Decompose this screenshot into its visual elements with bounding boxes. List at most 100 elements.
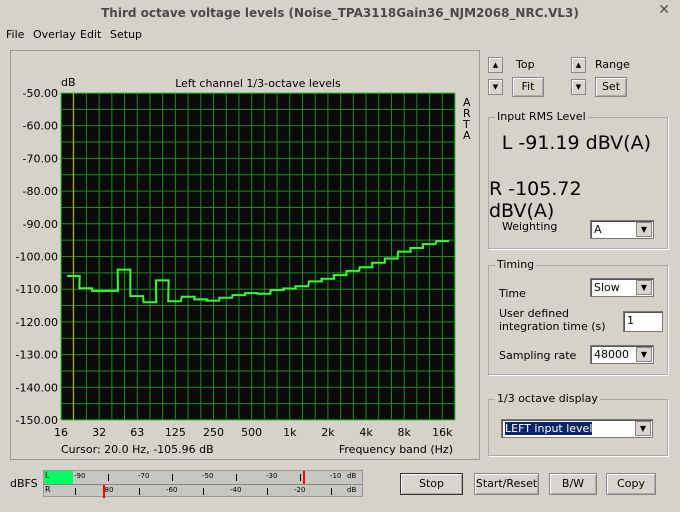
dbfs-label: dBFS bbox=[10, 477, 38, 490]
sampling-rate-select[interactable]: 48000 ▼ bbox=[590, 345, 654, 364]
chart-panel: -50.00 -60.00 -70.00 -80.00 -90.00 -100.00 -11… bbox=[10, 50, 480, 460]
input-rms-group: Input RMS Level L -91.19 dBV(A) R -105.7… bbox=[488, 110, 668, 249]
meter-r-unit: dB bbox=[347, 486, 357, 494]
level-series-line bbox=[66, 240, 450, 304]
x-tick-label: 63 bbox=[130, 426, 144, 439]
menu-edit[interactable]: Edit bbox=[80, 28, 102, 41]
cursor-readout: Cursor: 20.0 Hz, -105.96 dB bbox=[61, 443, 214, 456]
set-button[interactable]: Set bbox=[595, 77, 627, 97]
time-label: Time bbox=[499, 287, 526, 300]
range-up-button[interactable]: ▲ bbox=[571, 57, 586, 73]
integration-input[interactable]: 1 bbox=[623, 311, 663, 332]
input-rms-title: Input RMS Level bbox=[495, 110, 588, 123]
chart-title: Left channel 1/3-octave levels bbox=[175, 77, 341, 90]
x-tick-label: 4k bbox=[359, 426, 373, 439]
copy-button[interactable]: Copy bbox=[606, 473, 656, 495]
chevron-down-icon: ▼ bbox=[636, 347, 652, 362]
x-tick-label: 2k bbox=[321, 426, 335, 439]
y-tick-label: -70.00 bbox=[23, 152, 58, 165]
meter-tick bbox=[236, 474, 237, 481]
right-peak-marker bbox=[103, 485, 105, 498]
meter-tick bbox=[331, 488, 332, 495]
chart[interactable]: -50.00 -60.00 -70.00 -80.00 -90.00 -100.00 -11… bbox=[11, 51, 481, 461]
fit-button[interactable]: Fit bbox=[512, 77, 544, 97]
arta-watermark-letter: A bbox=[463, 129, 471, 142]
time-value: Slow bbox=[594, 281, 620, 294]
bw-button[interactable]: B/W bbox=[549, 473, 597, 495]
y-tick-label: -90.00 bbox=[23, 218, 58, 231]
meter-tick bbox=[108, 474, 109, 481]
meter-r-tick-label: -80 bbox=[102, 486, 114, 494]
top-up-button[interactable]: ▲ bbox=[488, 57, 503, 73]
arta-watermark-letter: R bbox=[463, 107, 471, 120]
x-axis-label: Frequency band (Hz) bbox=[339, 443, 453, 456]
x-tick-label: 32 bbox=[92, 426, 106, 439]
start-reset-button[interactable]: Start/Reset bbox=[474, 473, 539, 495]
x-tick-label: 8k bbox=[397, 426, 411, 439]
meter-l-tick-label: -90 bbox=[74, 472, 86, 480]
timing-title: Timing bbox=[495, 258, 537, 271]
range-label: Range bbox=[595, 58, 630, 71]
x-tick-label: 250 bbox=[203, 426, 224, 439]
chevron-down-icon: ▼ bbox=[635, 421, 651, 436]
meter-l-tick-label: -70 bbox=[138, 472, 150, 480]
meter-r-label: R bbox=[45, 485, 51, 494]
meter-tick bbox=[172, 474, 173, 481]
meter-tick bbox=[267, 488, 268, 495]
range-down-button[interactable]: ▼ bbox=[571, 79, 586, 95]
y-tick-label: -120.00 bbox=[16, 316, 58, 329]
meter-tick bbox=[300, 474, 301, 481]
stop-button[interactable]: Stop bbox=[400, 473, 463, 495]
timing-group: Timing Time Slow ▼ User defined integrati… bbox=[488, 258, 668, 375]
close-icon[interactable]: ✕ bbox=[658, 2, 670, 18]
x-tick-label: 125 bbox=[165, 426, 186, 439]
top-label: Top bbox=[516, 58, 535, 71]
arta-watermark-letter: T bbox=[462, 118, 470, 131]
level-meter: L R -90 -70 -50 -30 -10 -80 -60 -40 -20 dB dB bbox=[43, 470, 363, 498]
top-down-button[interactable]: ▼ bbox=[488, 79, 503, 95]
meter-l-unit: dB bbox=[347, 472, 357, 480]
meter-tick bbox=[75, 488, 76, 495]
sampling-rate-value: 48000 bbox=[594, 348, 629, 361]
menu-file[interactable]: File bbox=[6, 28, 25, 41]
window-title: Third octave voltage levels (Noise_TPA31… bbox=[101, 6, 579, 20]
y-tick-label: -50.00 bbox=[23, 87, 58, 100]
meter-r-tick-label: -20 bbox=[294, 486, 306, 494]
weighting-label: Weighting bbox=[502, 220, 558, 233]
right-rms-level: R -105.72 dBV(A) bbox=[489, 178, 582, 222]
x-tick-label: 500 bbox=[241, 426, 262, 439]
y-tick-label: -100.00 bbox=[16, 251, 58, 264]
y-tick-label: -80.00 bbox=[23, 185, 58, 198]
y-tick-label: -60.00 bbox=[23, 120, 58, 133]
x-tick-label: 16 bbox=[54, 426, 68, 439]
octave-display-value: LEFT input level bbox=[505, 422, 593, 435]
time-select[interactable]: Slow ▼ bbox=[590, 278, 654, 297]
integration-label: User defined bbox=[499, 307, 569, 320]
menu-bar: File Overlay Edit Setup bbox=[0, 26, 680, 44]
menu-setup[interactable]: Setup bbox=[110, 28, 143, 41]
octave-display-select[interactable]: LEFT input level ▼ bbox=[501, 419, 653, 438]
x-tick-label: 16k bbox=[432, 426, 453, 439]
y-tick-label: -140.00 bbox=[16, 381, 58, 394]
weighting-select[interactable]: A ▼ bbox=[590, 220, 654, 239]
left-meter-fill bbox=[44, 471, 73, 484]
meter-l-tick-label: -50 bbox=[202, 472, 214, 480]
meter-tick bbox=[203, 488, 204, 495]
octave-display-group: 1/3 octave display LEFT input level ▼ bbox=[488, 392, 668, 456]
meter-divider bbox=[44, 484, 362, 485]
left-rms-level: L -91.19 dBV(A) bbox=[501, 132, 651, 154]
meter-r-tick-label: -40 bbox=[230, 486, 242, 494]
left-peak-marker bbox=[303, 471, 305, 484]
chevron-down-icon: ▼ bbox=[636, 280, 652, 295]
meter-l-label: L bbox=[45, 471, 50, 480]
chevron-down-icon: ▼ bbox=[636, 222, 652, 237]
menu-overlay[interactable]: Overlay bbox=[33, 28, 76, 41]
title-bar: Third octave voltage levels (Noise_TPA31… bbox=[0, 0, 680, 24]
meter-l-tick-label: -30 bbox=[266, 472, 278, 480]
sampling-rate-label: Sampling rate bbox=[499, 349, 577, 362]
y-tick-label: -150.00 bbox=[16, 414, 58, 427]
x-tick-label: 1k bbox=[283, 426, 297, 439]
meter-r-tick-label: -60 bbox=[166, 486, 178, 494]
arta-watermark-letter: A bbox=[463, 96, 471, 109]
y-tick-label: -130.00 bbox=[16, 349, 58, 362]
